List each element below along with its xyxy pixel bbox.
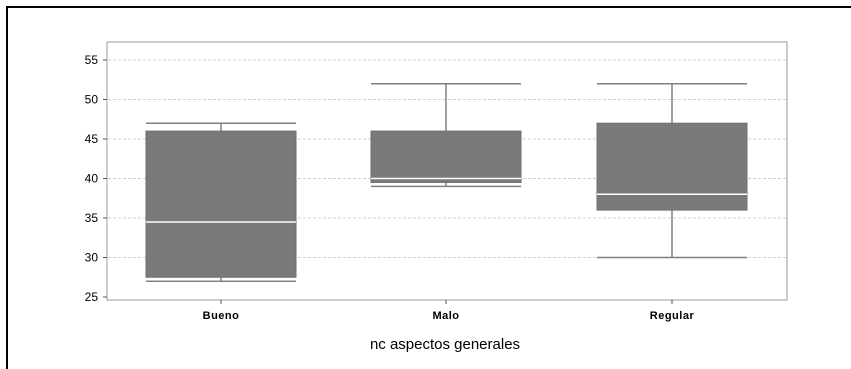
image-top-border — [6, 6, 851, 8]
box-body-malo — [370, 130, 522, 183]
y-tick-label-55: 55 — [85, 53, 99, 67]
x-axis: Bueno Malo Regular — [203, 300, 695, 322]
x-tick-label-regular: Regular — [650, 310, 695, 322]
y-tick-label-45: 45 — [85, 132, 99, 146]
y-tick-label-35: 35 — [85, 211, 99, 225]
box-bueno — [145, 122, 297, 282]
y-tick-label-30: 30 — [85, 251, 99, 265]
x-axis-title: nc aspectos generales — [370, 336, 520, 353]
box-malo — [370, 82, 522, 188]
box-regular — [596, 82, 748, 259]
image-left-border — [6, 6, 8, 369]
boxes — [145, 82, 748, 282]
box-body-regular — [596, 122, 748, 211]
x-tick-label-bueno: Bueno — [203, 310, 240, 322]
y-axis: 25 30 35 40 45 50 55 — [85, 53, 107, 304]
y-tick-label-25: 25 — [85, 290, 99, 304]
y-tick-label-50: 50 — [85, 93, 99, 107]
y-tick-label-40: 40 — [85, 172, 99, 186]
x-tick-label-malo: Malo — [432, 310, 459, 322]
box-body-bueno — [145, 130, 297, 278]
